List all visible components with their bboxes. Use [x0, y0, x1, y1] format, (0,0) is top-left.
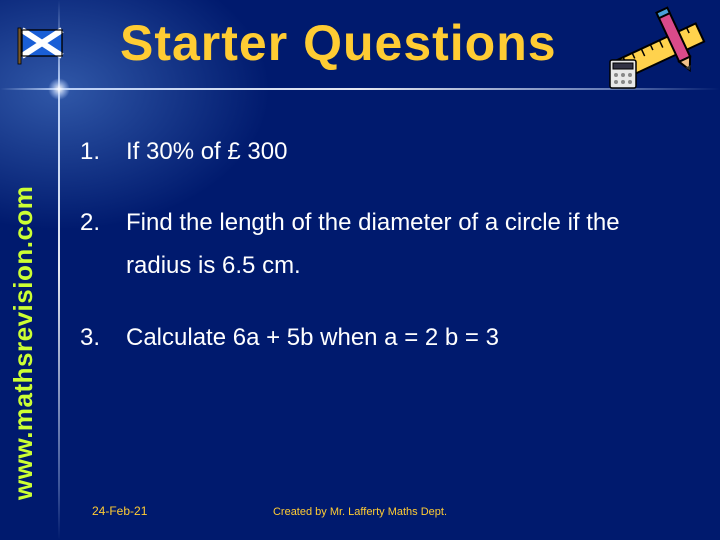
- sidebar-url: www.mathsrevision.com: [8, 186, 39, 500]
- question-text: Calculate 6a + 5b when a = 2 b = 3: [126, 316, 690, 359]
- question-item: 2. Find the length of the diameter of a …: [80, 201, 690, 287]
- question-number: 3.: [80, 316, 126, 359]
- question-text: Find the length of the diameter of a cir…: [126, 201, 690, 287]
- page-title: Starter Questions: [120, 14, 557, 72]
- question-item: 3. Calculate 6a + 5b when a = 2 b = 3: [80, 316, 690, 359]
- question-item: 1. If 30% of £ 300: [80, 130, 690, 173]
- slide-root: Starter Questions www.mathsrevision.com …: [0, 0, 720, 540]
- question-number: 2.: [80, 201, 126, 287]
- flag-icon: [16, 26, 72, 66]
- question-number: 1.: [80, 130, 126, 173]
- lens-flare-icon: [48, 78, 70, 100]
- question-text: If 30% of £ 300: [126, 130, 690, 173]
- footer-author: Created by Mr. Lafferty Maths Dept.: [0, 506, 720, 518]
- ruler-pencil-icon: [602, 2, 712, 92]
- question-list: 1. If 30% of £ 300 2. Find the length of…: [80, 130, 690, 387]
